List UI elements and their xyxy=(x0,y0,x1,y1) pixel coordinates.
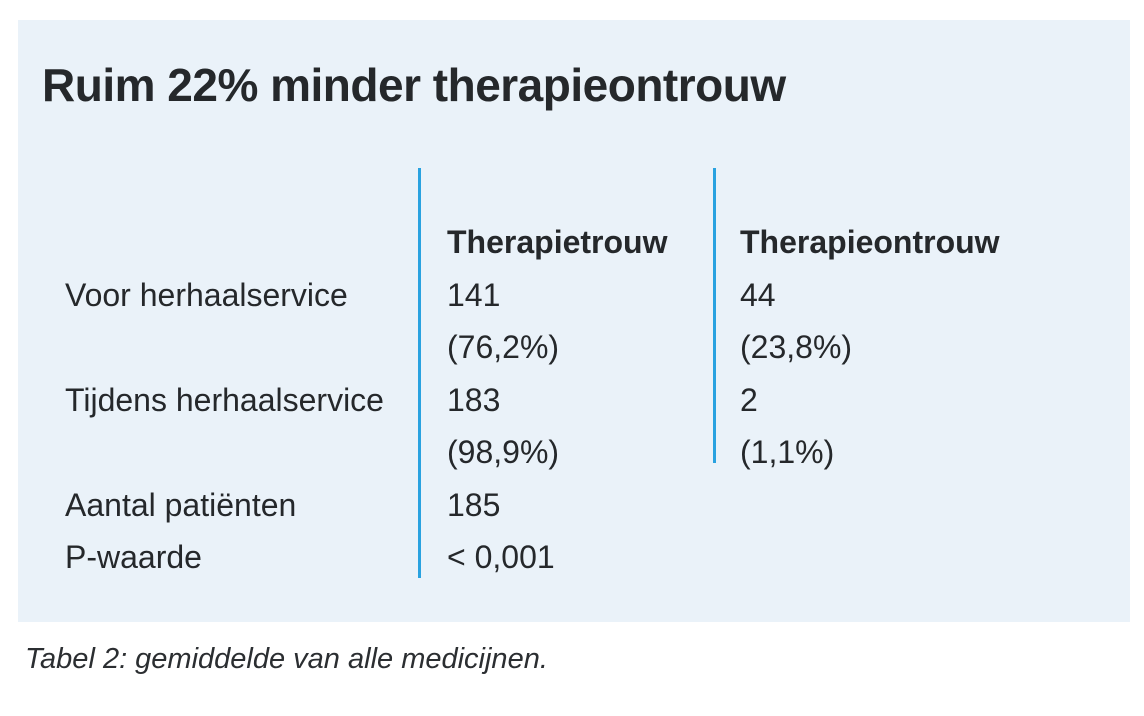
cell-value: 141 xyxy=(447,276,501,313)
row-label: P-waarde xyxy=(65,539,202,575)
cell-value: 183 xyxy=(447,381,501,418)
column-header-therapieontrouw: Therapieontrouw xyxy=(740,224,1000,260)
row-label: Tijdens herhaalservice xyxy=(65,381,384,418)
results-table: Therapietrouw Therapieontrouw Voor herha… xyxy=(65,216,1000,584)
column-divider-left xyxy=(418,168,421,578)
cell-value: 185 xyxy=(447,486,501,523)
row-label: Voor herhaalservice xyxy=(65,276,348,313)
cell-empty xyxy=(740,479,1000,532)
cell-value: (1,1%) xyxy=(740,434,835,470)
column-header-therapietrouw: Therapietrouw xyxy=(447,224,668,260)
figure-title: Ruim 22% minder therapieontrouw xyxy=(42,59,786,111)
table-caption: Tabel 2: gemiddelde van alle medicijnen. xyxy=(25,643,548,675)
row-label: Aantal patiënten xyxy=(65,486,297,523)
cell-value: < 0,001 xyxy=(447,539,555,575)
cell-empty xyxy=(740,531,1000,584)
header-spacer xyxy=(65,216,447,269)
cell-value: 44 xyxy=(740,276,776,313)
row-label-spacer xyxy=(65,426,447,479)
column-divider-right xyxy=(713,168,716,463)
cell-value: (98,9%) xyxy=(447,434,560,470)
cell-value: (23,8%) xyxy=(740,329,853,365)
row-label-spacer xyxy=(65,321,447,374)
cell-value: (76,2%) xyxy=(447,329,560,365)
cell-value: 2 xyxy=(740,381,758,418)
figure-panel: Ruim 22% minder therapieontrouw Therapie… xyxy=(18,20,1130,622)
